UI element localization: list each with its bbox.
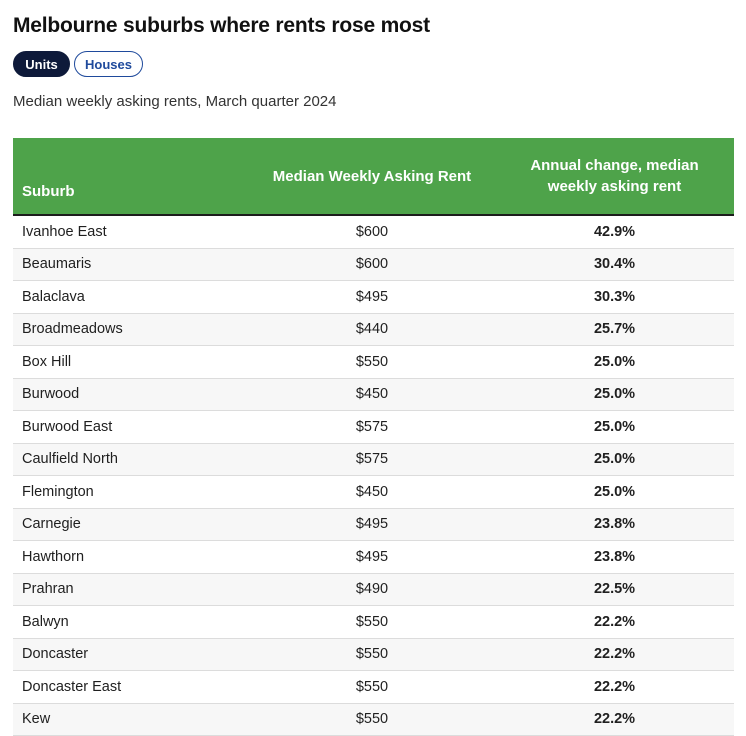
cell-change: 22.5%: [495, 573, 734, 606]
cell-change: 42.9%: [495, 215, 734, 249]
cell-change: 22.2%: [495, 638, 734, 671]
table-body: Ivanhoe East $600 42.9% Beaumaris $600 30.4% B…: [13, 215, 734, 736]
cell-rent: $550: [249, 345, 495, 379]
view-toggle-group: Units Houses: [13, 51, 734, 79]
cell-change: 22.2%: [495, 670, 734, 704]
page-title: Melbourne suburbs where rents rose most: [13, 14, 430, 37]
cell-suburb: Broadmeadows: [13, 313, 249, 346]
table-row: Doncaster East $550 22.2%: [13, 670, 734, 704]
cell-suburb: Ivanhoe East: [13, 215, 249, 249]
header-change: Annual change, median weekly asking rent: [495, 138, 734, 216]
subtitle: Median weekly asking rents, March quarte…: [13, 93, 337, 110]
cell-change: 25.7%: [495, 313, 734, 346]
cell-change: 25.0%: [495, 345, 734, 379]
cell-suburb: Balwyn: [13, 605, 249, 639]
cell-rent: $600: [249, 248, 495, 281]
cell-suburb: Kew: [13, 703, 249, 736]
cell-rent: $550: [249, 670, 495, 704]
rent-widget: Melbourne suburbs where rents rose most …: [13, 0, 734, 736]
cell-rent: $495: [249, 508, 495, 541]
cell-suburb: Flemington: [13, 475, 249, 509]
cell-suburb: Burwood: [13, 378, 249, 411]
table-row: Carnegie $495 23.8%: [13, 508, 734, 541]
rent-table: Suburb Median Weekly Asking Rent Annual …: [13, 138, 734, 736]
cell-rent: $550: [249, 605, 495, 639]
cell-change: 23.8%: [495, 540, 734, 574]
table-row: Burwood East $575 25.0%: [13, 410, 734, 444]
cell-suburb: Doncaster: [13, 638, 249, 671]
cell-suburb: Burwood East: [13, 410, 249, 444]
cell-change: 25.0%: [495, 378, 734, 411]
table-row: Balwyn $550 22.2%: [13, 605, 734, 639]
table-header-row: Suburb Median Weekly Asking Rent Annual …: [13, 138, 734, 216]
table-row: Beaumaris $600 30.4%: [13, 248, 734, 281]
cell-rent: $575: [249, 443, 495, 476]
cell-change: 22.2%: [495, 605, 734, 639]
table-row: Broadmeadows $440 25.7%: [13, 313, 734, 346]
cell-suburb: Hawthorn: [13, 540, 249, 574]
cell-change: 25.0%: [495, 410, 734, 444]
cell-rent: $450: [249, 475, 495, 509]
cell-change: 25.0%: [495, 443, 734, 476]
houses-toggle-button[interactable]: Houses: [74, 51, 143, 77]
cell-suburb: Caulfield North: [13, 443, 249, 476]
cell-rent: $450: [249, 378, 495, 411]
cell-suburb: Carnegie: [13, 508, 249, 541]
table-row: Flemington $450 25.0%: [13, 475, 734, 509]
cell-rent: $440: [249, 313, 495, 346]
cell-rent: $600: [249, 215, 495, 249]
cell-rent: $550: [249, 638, 495, 671]
cell-rent: $575: [249, 410, 495, 444]
cell-change: 23.8%: [495, 508, 734, 541]
cell-change: 22.2%: [495, 703, 734, 736]
header-rent: Median Weekly Asking Rent: [249, 138, 495, 216]
cell-suburb: Doncaster East: [13, 670, 249, 704]
cell-change: 30.3%: [495, 280, 734, 314]
cell-suburb: Box Hill: [13, 345, 249, 379]
cell-suburb: Balaclava: [13, 280, 249, 314]
table-row: Burwood $450 25.0%: [13, 378, 734, 411]
cell-change: 30.4%: [495, 248, 734, 281]
cell-suburb: Beaumaris: [13, 248, 249, 281]
table-row: Ivanhoe East $600 42.9%: [13, 215, 734, 249]
table-row: Caulfield North $575 25.0%: [13, 443, 734, 476]
table-row: Kew $550 22.2%: [13, 703, 734, 736]
table-row: Balaclava $495 30.3%: [13, 280, 734, 314]
cell-rent: $495: [249, 540, 495, 574]
units-toggle-button[interactable]: Units: [13, 51, 70, 77]
cell-rent: $490: [249, 573, 495, 606]
cell-rent: $495: [249, 280, 495, 314]
cell-rent: $550: [249, 703, 495, 736]
table-row: Hawthorn $495 23.8%: [13, 540, 734, 574]
cell-suburb: Prahran: [13, 573, 249, 606]
cell-change: 25.0%: [495, 475, 734, 509]
table-row: Doncaster $550 22.2%: [13, 638, 734, 671]
header-suburb: Suburb: [13, 138, 249, 216]
table-row: Box Hill $550 25.0%: [13, 345, 734, 379]
table-row: Prahran $490 22.5%: [13, 573, 734, 606]
